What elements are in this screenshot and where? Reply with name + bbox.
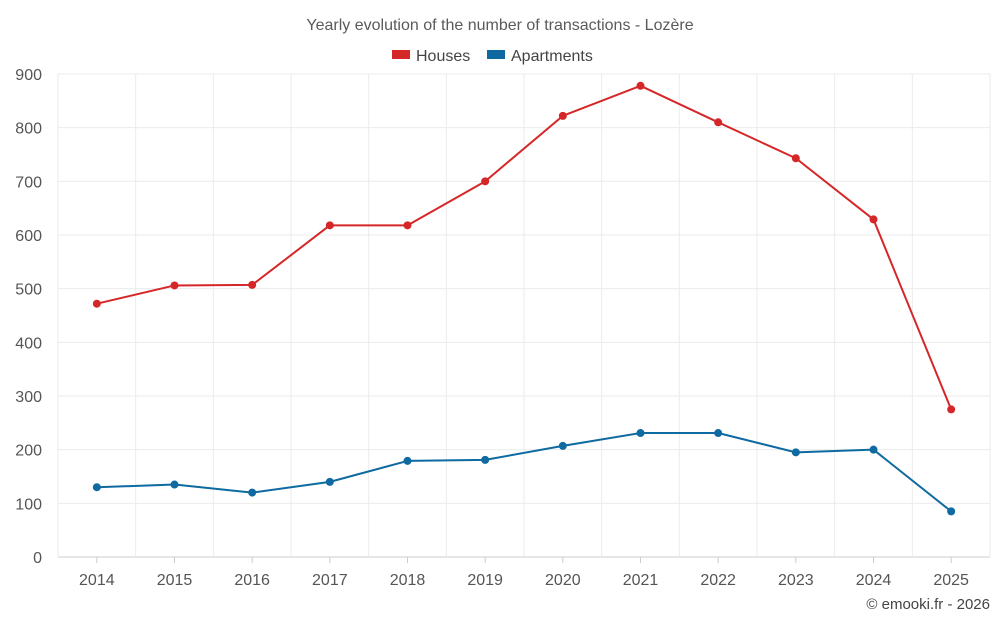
data-point-apartments[interactable] — [248, 488, 257, 497]
x-tick-label: 2023 — [778, 572, 814, 589]
credit-text: © emooki.fr - 2026 — [866, 596, 990, 613]
y-tick-label: 800 — [15, 121, 42, 138]
legend-label-houses[interactable]: Houses — [416, 48, 470, 65]
data-point-houses[interactable] — [92, 299, 101, 308]
data-point-apartments[interactable] — [325, 477, 334, 486]
data-point-houses[interactable] — [403, 221, 412, 230]
y-tick-label: 100 — [15, 496, 42, 513]
data-point-houses[interactable] — [791, 154, 800, 163]
y-tick-label: 200 — [15, 443, 42, 460]
y-tick-label: 600 — [15, 228, 42, 245]
data-point-apartments[interactable] — [558, 441, 567, 450]
x-tick-label: 2016 — [234, 572, 270, 589]
y-tick-label: 0 — [33, 550, 42, 567]
data-point-apartments[interactable] — [403, 456, 412, 465]
x-tick-label: 2015 — [157, 572, 193, 589]
y-tick-label: 300 — [15, 389, 42, 406]
legend-swatch-houses — [392, 50, 410, 59]
data-point-apartments[interactable] — [791, 448, 800, 457]
x-tick-label: 2025 — [933, 572, 969, 589]
y-axis: 0 100 200 300 400 500 600 700 800 900 — [15, 67, 42, 567]
data-point-houses[interactable] — [947, 405, 956, 414]
data-point-apartments[interactable] — [636, 429, 645, 438]
x-tick-label: 2024 — [856, 572, 892, 589]
y-tick-label: 900 — [15, 67, 42, 84]
y-tick-label: 400 — [15, 335, 42, 352]
x-tick-label: 2022 — [700, 572, 736, 589]
y-tick-label: 500 — [15, 282, 42, 299]
data-point-houses[interactable] — [481, 177, 490, 186]
data-point-houses[interactable] — [714, 118, 723, 127]
data-point-houses[interactable] — [325, 221, 334, 230]
x-tick-label: 2020 — [545, 572, 581, 589]
x-tick-label: 2017 — [312, 572, 348, 589]
x-tick-label: 2014 — [79, 572, 115, 589]
x-tick-label: 2019 — [467, 572, 503, 589]
data-point-houses[interactable] — [558, 111, 567, 120]
legend-label-apartments[interactable]: Apartments — [511, 48, 593, 65]
data-point-houses[interactable] — [248, 280, 257, 289]
series-line-apartments — [96, 432, 952, 513]
data-point-apartments[interactable] — [481, 455, 490, 464]
data-point-houses[interactable] — [869, 215, 878, 224]
data-point-apartments[interactable] — [92, 483, 101, 492]
x-tick-label: 2018 — [390, 572, 426, 589]
legend-swatch-apartments — [487, 50, 505, 59]
y-tick-label: 700 — [15, 174, 42, 191]
data-point-apartments[interactable] — [947, 507, 956, 516]
data-point-apartments[interactable] — [714, 429, 723, 438]
data-point-houses[interactable] — [636, 81, 645, 90]
data-point-apartments[interactable] — [869, 445, 878, 454]
data-point-apartments[interactable] — [170, 480, 179, 489]
series-layer — [92, 81, 956, 516]
grid — [57, 73, 991, 558]
chart-title: Yearly evolution of the number of transa… — [306, 17, 693, 34]
x-axis: 2014 2015 2016 2017 2018 2019 2020 2021 2022 2023… — [79, 557, 969, 589]
legend: Houses Apartments — [392, 48, 593, 65]
x-tick-label: 2021 — [623, 572, 659, 589]
series-line-houses — [96, 84, 953, 410]
data-point-houses[interactable] — [170, 281, 179, 290]
